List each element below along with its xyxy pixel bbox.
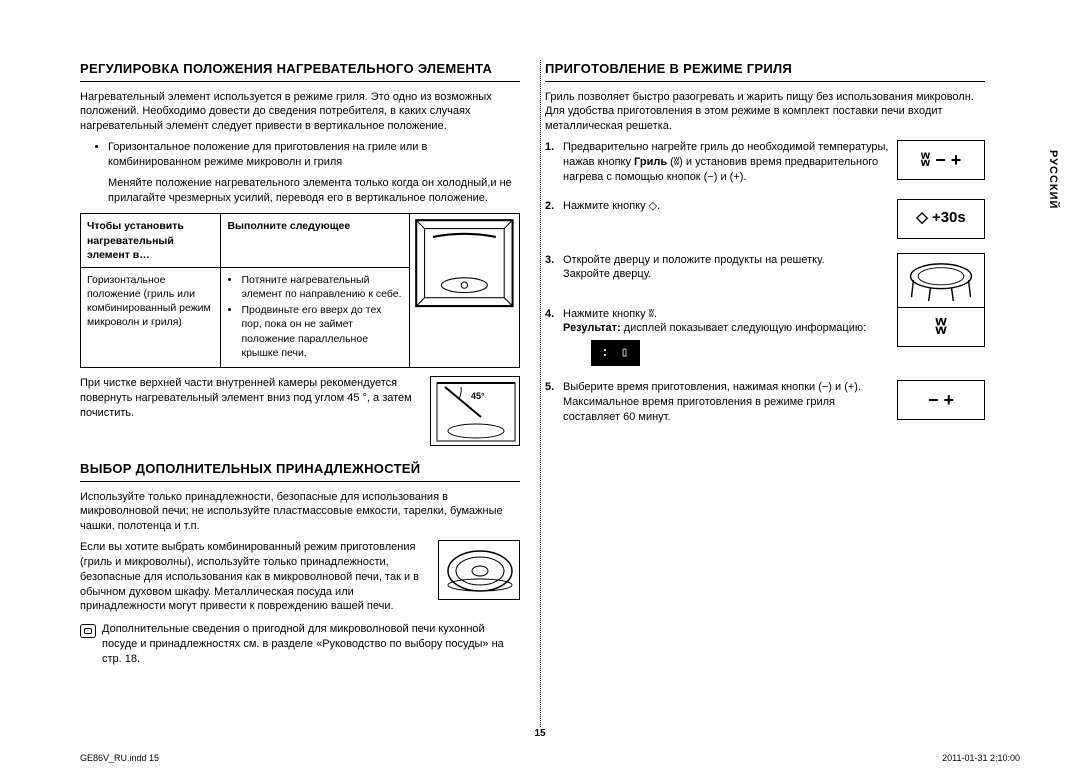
turntable-icon [438, 540, 520, 600]
step3-a: Откройте дверцу и положите продукты на р… [563, 254, 825, 266]
step1-b: Гриль [634, 156, 667, 168]
step-5: Выберите время приготовления, нажимая кн… [545, 380, 985, 425]
lcd-display: : ▯ [591, 340, 640, 366]
table-r1c2: Потяните нагревательный элемент по напра… [221, 267, 410, 367]
heater-bullets: Горизонтальное положение для приготовлен… [80, 140, 520, 170]
angle-diagram: 45° [430, 376, 520, 446]
step-1: Предварительно нагрейте гриль до необход… [545, 140, 985, 185]
grill-steps: Предварительно нагрейте гриль до необход… [545, 140, 985, 424]
table-h1: Чтобы установить нагревательный элемент … [81, 214, 221, 268]
step5-text: Выберите время приготовления, нажимая кн… [563, 381, 861, 423]
microwave-cavity-icon [412, 216, 517, 310]
footer-left: GE86V_RU.indd 15 [80, 752, 159, 764]
rack-icon [897, 253, 985, 309]
heater-p2: Меняйте положение нагревательного элемен… [80, 176, 520, 206]
step4-b: Результат: [563, 322, 621, 334]
table-r1c2b: Продвиньте его вверх до тех пор, пока он… [241, 303, 403, 360]
angle-label: 45° [471, 391, 485, 401]
cleaning-note: При чистке верхней части внутренней каме… [80, 376, 422, 421]
acc-row: Если вы хотите выбрать комбинированный р… [80, 540, 520, 614]
table-r1c1: Горизонтальное положение (гриль или комб… [81, 267, 221, 367]
heading-accessories: ВЫБОР ДОПОЛНИТЕЛЬНЫХ ПРИНАДЛЕЖНОСТЕЙ [80, 460, 520, 482]
minus-plus-icon: − + [897, 380, 985, 420]
grill-minus-plus-icon: ʬ − + [897, 140, 985, 180]
footer: GE86V_RU.indd 15 2011-01-31 2:10:00 [80, 752, 1020, 764]
language-tab: РУССКИЙ [1045, 150, 1060, 209]
column-divider [540, 60, 541, 727]
heater-table: Чтобы установить нагревательный элемент … [80, 213, 520, 368]
cleaning-note-row: При чистке верхней части внутренней каме… [80, 376, 520, 446]
note-icon [80, 624, 96, 638]
heater-bullet-1: Горизонтальное положение для приготовлен… [108, 140, 520, 170]
acc-note: Дополнительные сведения о пригодной для … [102, 622, 520, 667]
step4-a: Нажмите кнопку ʬ. [563, 308, 657, 320]
heading-heater-adjust: РЕГУЛИРОВКА ПОЛОЖЕНИЯ НАГРЕВАТЕЛЬНОГО ЭЛ… [80, 60, 520, 82]
acc-note-row: Дополнительные сведения о пригодной для … [80, 622, 520, 667]
right-column: ПРИГОТОВЛЕНИЕ В РЕЖИМЕ ГРИЛЯ Гриль позво… [545, 60, 985, 667]
step2-text: Нажмите кнопку ◇. [563, 200, 660, 212]
grill-intro: Гриль позволяет быстро разогревать и жар… [545, 90, 985, 135]
heater-p1: Нагревательный элемент используется в ре… [80, 90, 520, 135]
start-30s-icon: ◇ +30s [897, 199, 985, 239]
left-column: РЕГУЛИРОВКА ПОЛОЖЕНИЯ НАГРЕВАТЕЛЬНОГО ЭЛ… [80, 60, 520, 667]
acc-p1: Используйте только принадлежности, безоп… [80, 490, 520, 535]
table-r1c2a: Потяните нагревательный элемент по напра… [241, 273, 403, 301]
step-3: Откройте дверцу и положите продукты на р… [545, 253, 985, 293]
grill-symbol-icon: ʬ [897, 307, 985, 347]
step3-b: Закройте дверцу. [563, 268, 651, 280]
acc-p2: Если вы хотите выбрать комбинированный р… [80, 540, 430, 614]
step-2: Нажмите кнопку ◇. ◇ +30s [545, 199, 985, 239]
step4-c: дисплей показывает следующую информацию: [624, 322, 866, 334]
page-number: 15 [534, 727, 545, 741]
table-illus-cell [410, 214, 520, 368]
heading-grill-cooking: ПРИГОТОВЛЕНИЕ В РЕЖИМЕ ГРИЛЯ [545, 60, 985, 82]
table-h2: Выполните следующее [221, 214, 410, 268]
footer-right: 2011-01-31 2:10:00 [942, 752, 1020, 764]
step-4: Нажмите кнопку ʬ. Результат: дисплей пок… [545, 307, 985, 366]
